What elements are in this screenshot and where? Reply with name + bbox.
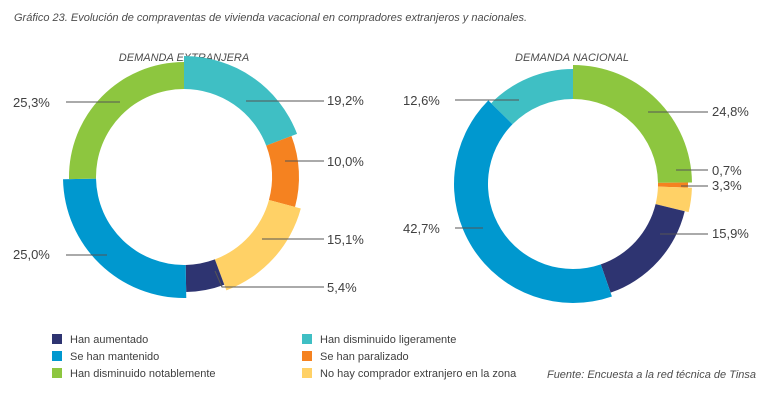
donut-slice-se-han-paralizado (657, 182, 688, 188)
legend-label: Han disminuido ligeramente (320, 334, 456, 346)
labels-foreign: 19,2% 10,0% 15,1% 5,4% 25,0% 25,3% (13, 93, 364, 295)
donut-slice-no-hay-comprador (655, 186, 692, 213)
donut-slice-se-han-mantenido (63, 178, 187, 299)
data-label: 0,7% (712, 163, 742, 178)
donut-slice-han-disminuido-notablemente (68, 62, 184, 180)
legend-label: Han aumentado (70, 334, 148, 346)
legend-swatch (52, 334, 62, 344)
chart-national: DEMANDA NACIONAL 24,8% 0,7% 3,3% 15,9% 4… (403, 52, 749, 303)
legend-label: Han disminuido notablemente (70, 368, 216, 380)
donut-foreign (63, 56, 301, 299)
legend-swatch (302, 351, 312, 361)
leader-line (214, 270, 324, 288)
legend-swatch (302, 334, 312, 344)
data-label: 42,7% (403, 221, 440, 236)
legend-swatch (52, 351, 62, 361)
legend: Han aumentado Se han mantenido Han dismi… (52, 334, 517, 380)
chart-foreign: DEMANDA EXTRANJERA 19,2% 10,0% 15,1% 5,4… (13, 52, 364, 299)
legend-label: Se han mantenido (70, 351, 159, 363)
data-label: 3,3% (712, 178, 742, 193)
legend-swatch (52, 368, 62, 378)
data-label: 25,0% (13, 247, 50, 262)
donut-slice-han-disminuido-ligeramente (184, 56, 298, 146)
legend-label: Se han paralizado (320, 351, 409, 363)
data-label: 15,1% (327, 232, 364, 247)
donut-slice-han-disminuido-notablemente (573, 65, 692, 183)
source-note: Fuente: Encuesta a la red técnica de Tin… (547, 369, 756, 381)
data-label: 25,3% (13, 95, 50, 110)
data-label: 24,8% (712, 104, 749, 119)
data-label: 15,9% (712, 226, 749, 241)
donut-slice-se-han-mantenido (454, 100, 612, 303)
data-label: 19,2% (327, 93, 364, 108)
donut-national (454, 65, 692, 303)
labels-national: 24,8% 0,7% 3,3% 15,9% 42,7% 12,6% (403, 93, 749, 241)
data-label: 5,4% (327, 280, 357, 295)
data-label: 10,0% (327, 154, 364, 169)
donut-slice-han-aumentado (185, 259, 225, 292)
data-label: 12,6% (403, 93, 440, 108)
chart-title-national: DEMANDA NACIONAL (515, 52, 629, 64)
donut-slice-han-disminuido-ligeramente (491, 69, 573, 125)
legend-label: No hay comprador extranjero en la zona (320, 368, 517, 380)
donut-slice-no-hay-comprador (214, 199, 301, 291)
donut-slice-se-han-paralizado (266, 136, 300, 207)
legend-swatch (302, 368, 312, 378)
donut-slice-han-aumentado (600, 204, 685, 293)
figure-title: Gráfico 23. Evolución de compraventas de… (14, 12, 527, 24)
